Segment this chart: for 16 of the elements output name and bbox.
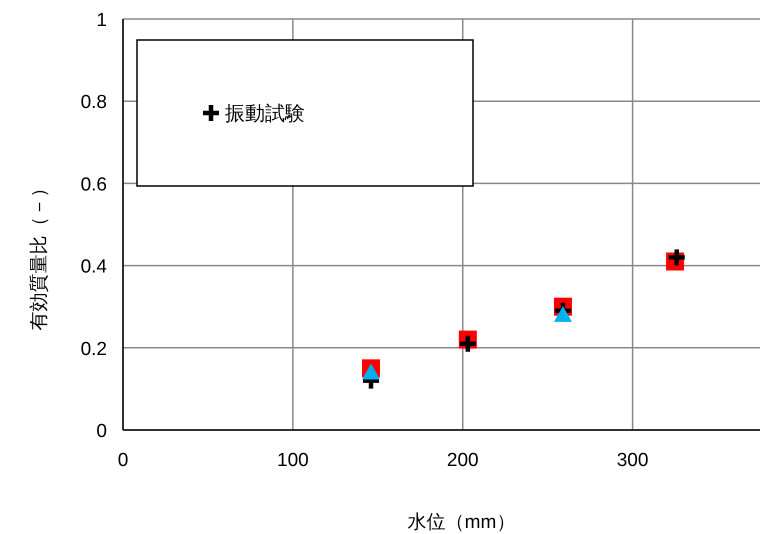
y-tick-label: 0.2 <box>80 338 107 360</box>
y-tick-label: 0.6 <box>80 174 107 196</box>
point <box>362 363 380 380</box>
y-tick-label: 0.4 <box>80 256 108 278</box>
x-axis-title: 水位（mm） <box>408 512 516 533</box>
y-tick-label: 1 <box>96 10 107 31</box>
point <box>554 306 572 322</box>
x-tick-label: 0 <box>118 450 128 471</box>
legend: 振動試験 <box>136 39 474 187</box>
y-tick-label: 0.8 <box>80 92 107 114</box>
x-tick-label: 100 <box>277 450 309 471</box>
y-axis-title: 有効質量比（－） <box>29 178 50 330</box>
x-tick-label: 300 <box>616 450 648 471</box>
legend-label: 振動試験 <box>225 103 305 125</box>
x-tick-label: 200 <box>446 450 479 471</box>
y-tick-label: 0 <box>96 421 107 442</box>
